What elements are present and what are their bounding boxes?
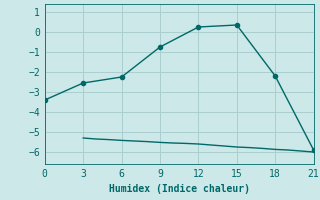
X-axis label: Humidex (Indice chaleur): Humidex (Indice chaleur) [109,184,250,194]
